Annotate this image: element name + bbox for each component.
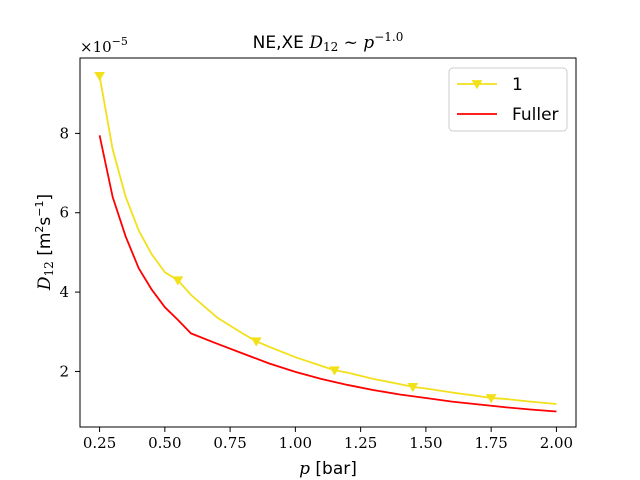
- series-1-marker: [407, 383, 419, 393]
- x-axis-label: p [bar]: [299, 459, 357, 479]
- y-tick-label: 4: [59, 283, 69, 301]
- x-tick-label: 0.50: [148, 434, 181, 452]
- x-tick-label: 0.25: [83, 434, 116, 452]
- x-tick-label: 2.00: [540, 434, 573, 452]
- title-sim: ~: [338, 33, 363, 53]
- title-symbol: D: [308, 33, 323, 53]
- x-axis-symbol: p: [299, 459, 310, 479]
- offset-base: ×10: [80, 38, 112, 56]
- y-offset-text: ×10−5: [80, 35, 128, 56]
- plot-area-frame: [79, 57, 577, 428]
- title-subscript: 12: [323, 40, 338, 54]
- y-axis-unit-m: [m: [35, 233, 55, 262]
- y-axis-unit-s: s: [35, 217, 55, 226]
- legend: 1 Fuller: [448, 67, 568, 132]
- title-pair: NE,XE: [253, 33, 310, 53]
- series-1-marker: [172, 276, 184, 286]
- legend-label-series-1: 1: [512, 75, 523, 95]
- x-tick-label: 1.50: [409, 434, 442, 452]
- x-tick-label: 1.25: [344, 434, 377, 452]
- x-tick-label: 0.75: [213, 434, 246, 452]
- y-axis-label: D12 [m2s−1]: [33, 194, 56, 291]
- legend-label-fuller: Fuller: [512, 105, 559, 125]
- series-line-fuller: [98, 135, 557, 413]
- y-tick-label: 6: [59, 204, 69, 222]
- series-1-marker: [250, 337, 262, 347]
- y-axis-unit-close: ]: [35, 194, 55, 201]
- title-p: p: [363, 33, 374, 53]
- y-axis-subscript: 12: [42, 261, 56, 276]
- series-1-marker: [485, 394, 497, 404]
- series-1-marker: [94, 71, 105, 82]
- x-tick-label: 1.00: [279, 434, 312, 452]
- x-tick-label: 1.75: [474, 434, 507, 452]
- x-axis-unit: [bar]: [310, 459, 357, 479]
- series-line-series-1: [98, 75, 557, 405]
- legend-marker-series-1: [471, 80, 483, 90]
- y-axis-unit-exp2: 2: [33, 226, 46, 233]
- title-exponent: −1.0: [374, 30, 403, 44]
- y-tick-label: 8: [59, 124, 69, 142]
- offset-exponent: −5: [112, 35, 128, 48]
- chart-title: NE,XE D12 ~ p−1.0: [253, 30, 404, 54]
- series-1-marker: [329, 366, 340, 376]
- y-axis-unit-exp-neg1: −1: [33, 201, 46, 217]
- y-tick-label: 2: [59, 362, 69, 380]
- y-axis-symbol: D: [35, 276, 55, 291]
